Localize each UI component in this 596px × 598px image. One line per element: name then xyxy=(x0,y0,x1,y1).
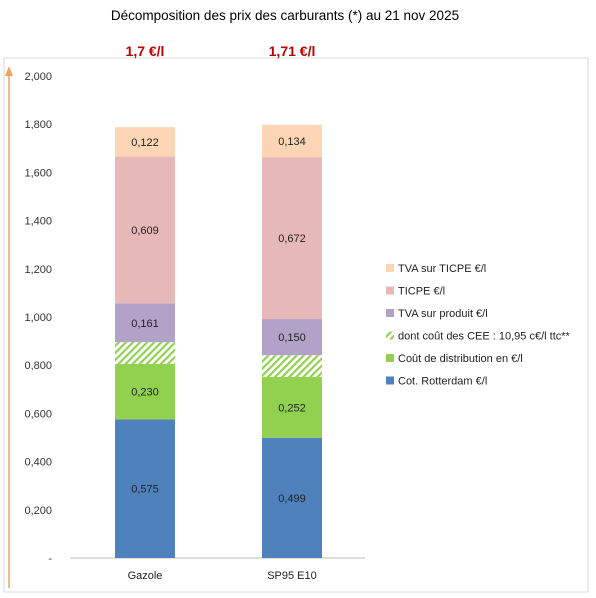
total-labels: 1,7 €/l 1,71 €/l xyxy=(126,43,316,59)
legend-label: TVA sur TICPE €/l xyxy=(398,263,486,275)
data-label: 0,499 xyxy=(278,493,306,505)
y-tick-label: 1,400 xyxy=(24,216,52,228)
x-category-label: Gazole xyxy=(128,570,163,582)
y-tick-label: 2,000 xyxy=(24,71,52,83)
y-tick-label: 1,200 xyxy=(24,264,52,276)
growth-arrow xyxy=(5,66,13,588)
legend-swatch xyxy=(386,332,394,340)
y-tick-label: 1,000 xyxy=(24,312,52,324)
legend-swatch xyxy=(386,377,394,385)
data-label: 0,150 xyxy=(278,332,306,344)
data-label: 0,161 xyxy=(131,318,159,330)
legend-label: TICPE €/l xyxy=(398,286,445,298)
y-tick-label: 1,800 xyxy=(24,119,52,131)
y-tick-label: 0,400 xyxy=(24,457,52,469)
bar-segment xyxy=(262,355,322,377)
data-label: 0,230 xyxy=(131,387,159,399)
data-label: 0,575 xyxy=(131,484,159,496)
y-tick-label: 0,800 xyxy=(24,360,52,372)
legend-swatch xyxy=(386,309,394,317)
legend-swatch xyxy=(386,264,394,272)
bars-group: 0,575 0,230 0,161 0,609 0,122 0,499 0,252 0,150… xyxy=(115,125,322,558)
legend-label: dont coût des CEE : 10,95 c€/l ttc** xyxy=(398,331,571,343)
legend-label: TVA sur produit €/l xyxy=(398,308,488,320)
bar-segment xyxy=(115,342,175,364)
data-label: 0,672 xyxy=(278,233,306,245)
legend: TVA sur TICPE €/l TICPE €/l TVA sur produi… xyxy=(386,263,571,388)
data-label: 0,134 xyxy=(278,136,306,148)
total-price-label: 1,71 €/l xyxy=(269,43,316,59)
legend-label: Coût de distribution en €/l xyxy=(398,353,523,365)
y-tick-label: 1,600 xyxy=(24,167,52,179)
category-labels: Gazole SP95 E10 xyxy=(128,570,317,582)
data-label: 0,252 xyxy=(278,402,306,414)
legend-label: Cot. Rotterdam €/l xyxy=(398,376,487,388)
total-price-label: 1,7 €/l xyxy=(126,43,165,59)
legend-swatch xyxy=(386,354,394,362)
y-tick-label: - xyxy=(48,553,52,565)
legend-swatch xyxy=(386,287,394,295)
y-axis: - 0,200 0,400 0,600 0,800 1,000 1,200 1,400 1,60… xyxy=(24,71,52,565)
data-label: 0,122 xyxy=(131,137,159,149)
y-tick-label: 0,200 xyxy=(24,505,52,517)
y-tick-label: 0,600 xyxy=(24,408,52,420)
data-label: 0,609 xyxy=(131,225,159,237)
x-category-label: SP95 E10 xyxy=(267,570,317,582)
